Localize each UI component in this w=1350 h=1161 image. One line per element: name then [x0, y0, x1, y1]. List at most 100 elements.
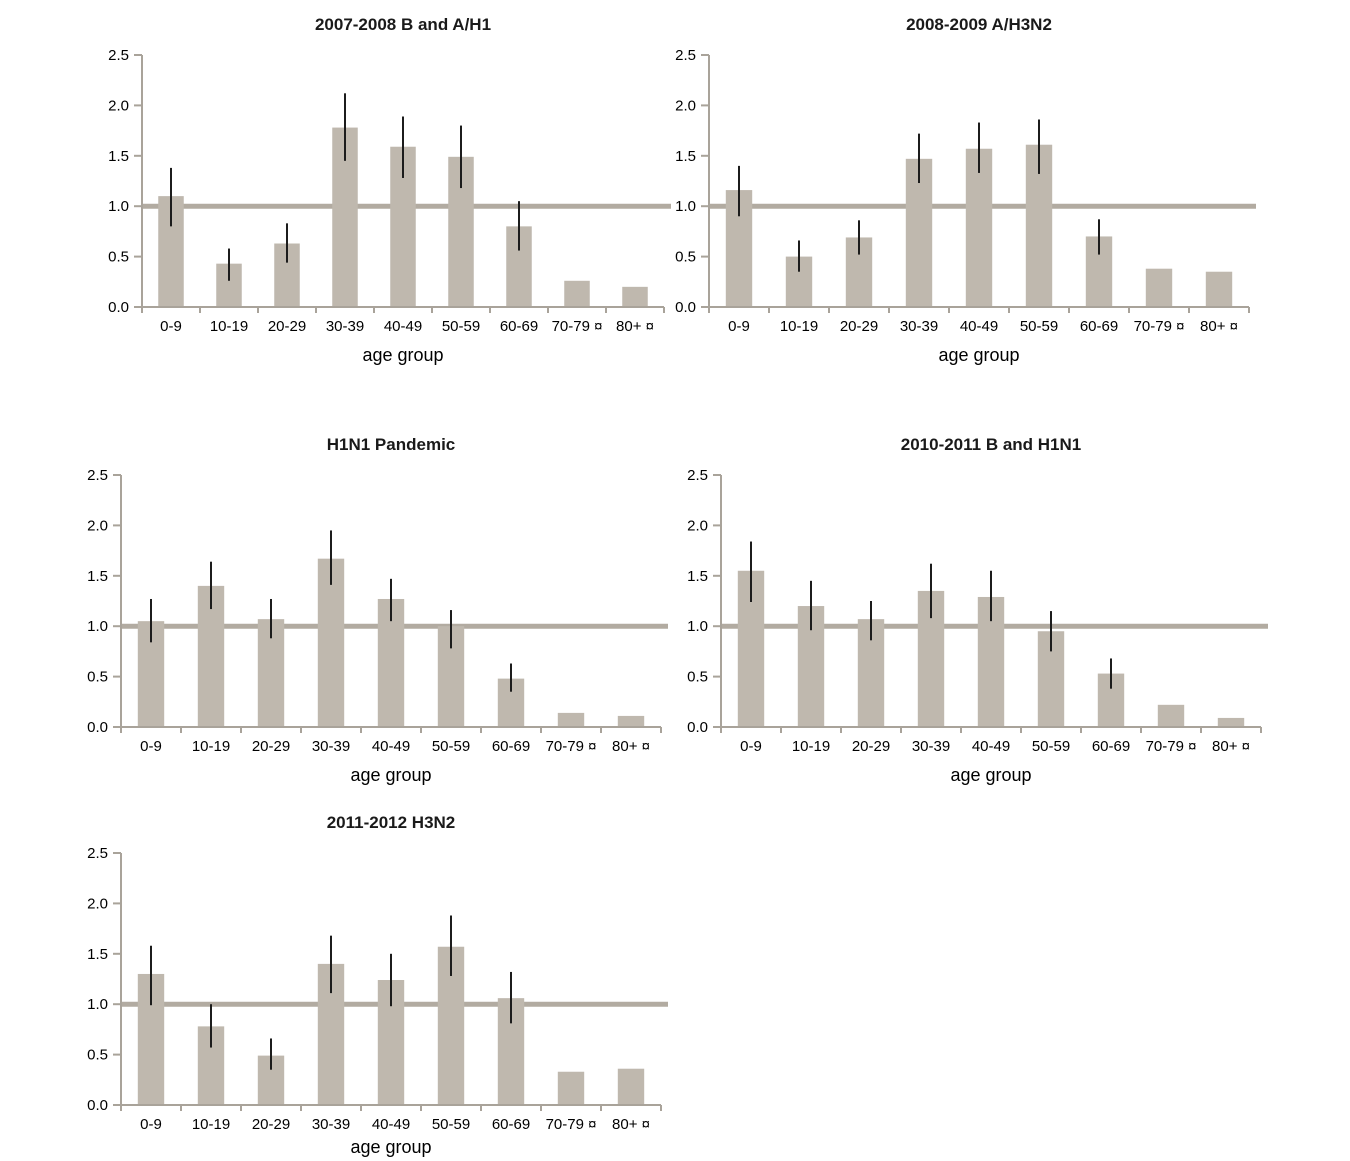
x-tick-label: 50-59 [1020, 318, 1058, 335]
y-tick-label: 0.0 [108, 299, 129, 316]
bars [725, 144, 1233, 307]
x-tick-labels: 0-9 10-19 20-29 30-39 40-49 50-59 60-69 70-79 ¤… [728, 318, 1238, 335]
x-tick-label: 20-29 [840, 318, 878, 335]
x-tick-label: 20-29 [852, 738, 890, 755]
x-tick-label: 60-69 [492, 738, 530, 755]
x-tick-label: 30-39 [900, 318, 938, 335]
chart-2010-2011-b-and-h1n1: 0.0 0.5 1.0 1.5 2.0 2.5 0-9 10-19 20-29 30-39 40-4… [631, 420, 1331, 820]
chart-2007-2008-b-and-a-h1: 0.0 0.5 1.0 1.5 2.0 2.5 0-9 10-19 20-29 30-39 40-4… [52, 0, 692, 400]
axes [113, 474, 662, 733]
y-tick-label: 1.5 [87, 946, 108, 963]
x-axis-label: age group [350, 1137, 431, 1157]
x-tick-label: 10-19 [792, 738, 830, 755]
x-tick-label: 60-69 [500, 318, 538, 335]
x-tick-labels: 0-9 10-19 20-29 30-39 40-49 50-59 60-69 70-79 ¤… [140, 1116, 650, 1133]
x-tick-label: 10-19 [780, 318, 818, 335]
y-tick-labels: 0.0 0.5 1.0 1.5 2.0 2.5 [108, 47, 129, 316]
chart-svg: 0.0 0.5 1.0 1.5 2.0 2.5 0-9 10-19 20-29 30-39 40-4… [87, 435, 668, 785]
axes [113, 852, 662, 1111]
x-tick-label: 20-29 [252, 738, 290, 755]
x-tick-label: 20-29 [268, 318, 306, 335]
axes [701, 54, 1250, 313]
chart-title: 2008-2009 A/H3N2 [906, 15, 1052, 34]
y-tick-label: 1.5 [675, 148, 696, 165]
y-tick-label: 2.5 [108, 47, 129, 64]
bar [1157, 704, 1185, 727]
y-tick-label: 1.5 [87, 568, 108, 585]
x-tick-label: 40-49 [972, 738, 1010, 755]
chart-h1n1-pandemic: 0.0 0.5 1.0 1.5 2.0 2.5 0-9 10-19 20-29 30-39 40-4… [31, 420, 681, 820]
y-tick-labels: 0.0 0.5 1.0 1.5 2.0 2.5 [675, 47, 696, 316]
y-tick-label: 1.5 [108, 148, 129, 165]
x-tick-label: 10-19 [192, 738, 230, 755]
y-tick-label: 1.0 [108, 198, 129, 215]
y-tick-label: 1.0 [687, 618, 708, 635]
y-tick-label: 2.0 [675, 97, 696, 114]
x-tick-label: 70-79 ¤ [546, 1116, 597, 1133]
bar [564, 280, 590, 307]
y-tick-label: 0.0 [87, 719, 108, 736]
chart-2008-2009-a-h3n2: 0.0 0.5 1.0 1.5 2.0 2.5 0-9 10-19 20-29 30-39 40-4… [619, 0, 1319, 400]
x-tick-label: 0-9 [140, 1116, 162, 1133]
x-tick-label: 40-49 [372, 1116, 410, 1133]
x-tick-label: 0-9 [160, 318, 182, 335]
x-tick-label: 70-79 ¤ [1134, 318, 1185, 335]
x-tick-label: 50-59 [1032, 738, 1070, 755]
chart-title: 2010-2011 B and H1N1 [901, 435, 1082, 454]
y-tick-label: 0.5 [87, 669, 108, 686]
error-bars [750, 541, 1112, 689]
x-tick-label: 40-49 [384, 318, 422, 335]
x-tick-label: 80+ ¤ [612, 738, 650, 755]
x-tick-label: 30-39 [326, 318, 364, 335]
x-tick-label: 60-69 [1080, 318, 1118, 335]
x-tick-label: 10-19 [210, 318, 248, 335]
bar [557, 1071, 585, 1105]
chart-2011-2012-h3n2: 0.0 0.5 1.0 1.5 2.0 2.5 0-9 10-19 20-29 30-39 40-4… [31, 798, 681, 1161]
y-tick-label: 2.0 [87, 517, 108, 534]
bar [622, 286, 648, 307]
y-tick-label: 0.5 [687, 669, 708, 686]
chart-title: 2011-2012 H3N2 [327, 813, 456, 832]
y-tick-label: 1.0 [87, 618, 108, 635]
axes [713, 474, 1262, 733]
x-tick-label: 40-49 [372, 738, 410, 755]
bars [137, 946, 645, 1105]
y-tick-label: 0.0 [675, 299, 696, 316]
y-tick-label: 2.5 [675, 47, 696, 64]
y-tick-labels: 0.0 0.5 1.0 1.5 2.0 2.5 [87, 845, 108, 1114]
y-tick-label: 1.5 [687, 568, 708, 585]
x-tick-label: 80+ ¤ [616, 318, 654, 335]
x-tick-label: 50-59 [442, 318, 480, 335]
bar [557, 712, 585, 727]
x-tick-label: 80+ ¤ [1200, 318, 1238, 335]
x-axis-label: age group [950, 765, 1031, 785]
error-bars [150, 530, 512, 692]
x-tick-labels: 0-9 10-19 20-29 30-39 40-49 50-59 60-69 70-79 ¤… [160, 318, 654, 335]
bar [1145, 268, 1173, 307]
x-tick-label: 40-49 [960, 318, 998, 335]
bar [197, 585, 225, 727]
y-tick-label: 1.0 [87, 996, 108, 1013]
y-tick-label: 0.5 [108, 249, 129, 266]
x-tick-label: 70-79 ¤ [552, 318, 603, 335]
x-tick-label: 30-39 [912, 738, 950, 755]
x-tick-label: 0-9 [740, 738, 762, 755]
x-tick-label: 70-79 ¤ [546, 738, 597, 755]
y-tick-label: 1.0 [675, 198, 696, 215]
chart-title: 2007-2008 B and A/H1 [315, 15, 491, 34]
y-tick-label: 2.5 [87, 467, 108, 484]
chart-title: H1N1 Pandemic [327, 435, 456, 454]
bar [317, 558, 345, 727]
x-tick-label: 60-69 [492, 1116, 530, 1133]
x-tick-label: 50-59 [432, 1116, 470, 1133]
x-tick-label: 30-39 [312, 1116, 350, 1133]
bar [1205, 271, 1233, 307]
x-tick-label: 80+ ¤ [612, 1116, 650, 1133]
x-tick-label: 60-69 [1092, 738, 1130, 755]
error-bars [150, 915, 512, 1070]
x-tick-label: 0-9 [728, 318, 750, 335]
bar [617, 715, 645, 727]
y-tick-label: 2.5 [687, 467, 708, 484]
x-tick-label: 50-59 [432, 738, 470, 755]
